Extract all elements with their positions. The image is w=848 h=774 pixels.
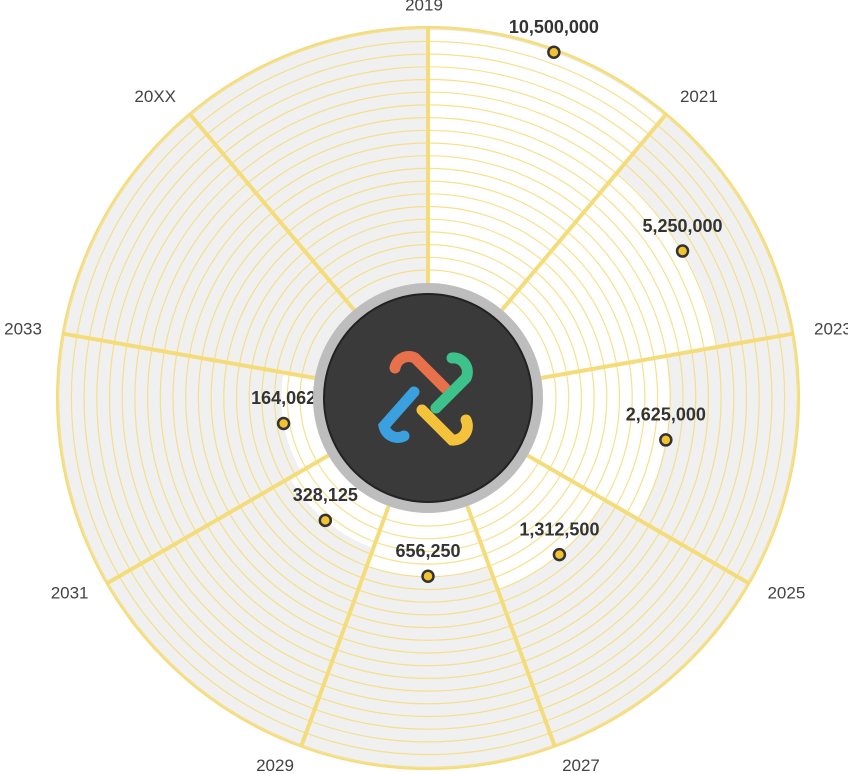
value-label: 328,125	[293, 485, 358, 505]
category-label: 2023	[814, 319, 848, 338]
spoke	[299, 505, 391, 748]
category-label: 2025	[767, 583, 805, 602]
point	[318, 513, 333, 528]
category-label: 2027	[562, 756, 600, 774]
bar	[467, 455, 606, 591]
spoke	[540, 331, 794, 381]
category-label: 2031	[51, 583, 89, 602]
spoke	[500, 112, 669, 312]
bar	[281, 372, 329, 472]
point	[659, 433, 673, 447]
value-label: 164,062	[251, 388, 316, 408]
spoke	[526, 453, 751, 586]
bar	[367, 506, 489, 577]
category-label: 2029	[256, 756, 294, 774]
point	[675, 244, 690, 258]
category-label: 2021	[680, 87, 718, 106]
spoke	[105, 453, 330, 586]
value-label: 1,312,500	[519, 519, 599, 539]
bar	[289, 455, 389, 549]
bar	[527, 356, 670, 519]
marks: 10,500,000 5,250,000 2,625,000 1,312,500 656…	[251, 17, 723, 583]
center-logo	[313, 283, 543, 513]
value-label: 2,625,000	[626, 405, 706, 425]
logo-disc	[323, 293, 533, 503]
spoke	[465, 505, 557, 748]
bar	[428, 30, 665, 310]
spoke	[187, 112, 356, 312]
point	[552, 547, 567, 562]
point	[547, 45, 561, 59]
point	[421, 569, 435, 583]
category-label: 2033	[4, 319, 42, 338]
value-label: 5,250,000	[642, 216, 722, 236]
category-label: 20XX	[134, 87, 176, 106]
logo-icon	[378, 351, 473, 446]
spoke	[62, 331, 316, 381]
category-label: 2019	[405, 0, 443, 14]
value-label: 656,250	[395, 541, 460, 561]
point	[276, 416, 291, 431]
value-label: 10,500,000	[509, 17, 599, 37]
